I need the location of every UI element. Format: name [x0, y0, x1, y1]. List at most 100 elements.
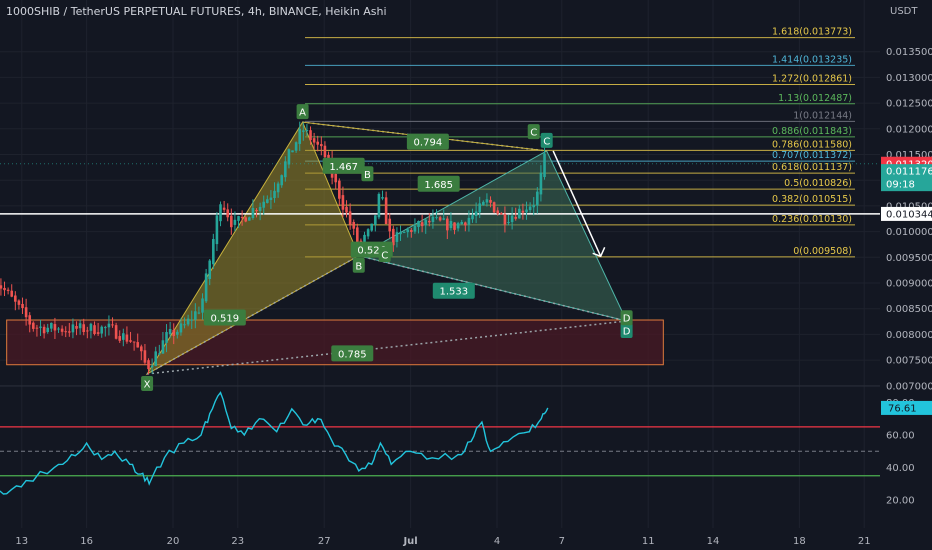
candle-body: [269, 197, 273, 200]
candle-body: [78, 323, 82, 329]
pattern-dotted-line: [358, 255, 627, 322]
candle-body: [104, 327, 107, 329]
candle-body: [0, 285, 3, 289]
time-tick-label: 23: [231, 536, 244, 547]
candle-body: [431, 216, 435, 223]
price-tick-label: 0.010000: [886, 227, 932, 238]
ratio-label: 0.526: [357, 246, 386, 257]
price-tick-label: 0.010500: [886, 201, 932, 212]
candle-body: [222, 207, 226, 210]
ratio-label-box: [322, 157, 365, 174]
candle-body: [518, 208, 521, 219]
price-tick-label: 0.011500: [886, 150, 932, 161]
price-badge: [881, 164, 932, 179]
pattern-ratios: 0.519 0.785 1.533 0.794 1.467 1.685 0.526: [203, 133, 475, 362]
candle-body: [183, 324, 186, 326]
point-label: D: [623, 314, 631, 325]
point-label: B: [355, 261, 362, 272]
candle-body: [273, 190, 276, 199]
candle-body: [374, 215, 377, 226]
candle-body: [316, 141, 320, 145]
candle-body: [370, 223, 374, 231]
candle-body: [453, 222, 456, 230]
candle-body: [284, 161, 287, 178]
harmonic-pattern[interactable]: [0, 121, 880, 376]
candle-body: [543, 153, 546, 178]
rsi-tick-label: 60.00: [886, 431, 915, 442]
time-tick-label: 13: [15, 536, 28, 547]
price-tick-label: 0.009500: [886, 253, 932, 264]
candle-body: [64, 331, 68, 333]
candle-body: [532, 205, 536, 208]
candle-body: [125, 334, 129, 342]
candle-body: [536, 191, 539, 206]
fib-level-label: 0.886(0.011843): [772, 126, 852, 137]
pattern-dotted-line: [146, 320, 627, 375]
candle-body: [478, 203, 482, 213]
candle-body: [237, 216, 240, 221]
point-label-box: [141, 375, 154, 391]
time-tick-label: 11: [642, 536, 655, 547]
candle-body: [57, 328, 60, 330]
rsi-badge-label: 76.61: [888, 403, 917, 414]
candles: [0, 121, 546, 375]
candle-body: [147, 360, 150, 370]
point-label-box: [527, 124, 540, 140]
candle-body: [298, 128, 302, 144]
rsi-line: [0, 391, 549, 495]
candle-body: [525, 209, 528, 213]
fib-level-label: 0.786(0.011580): [772, 139, 852, 150]
candle-body: [208, 260, 212, 279]
fibonacci-levels[interactable]: 1.618(0.013773) 1.414(0.013235) 1.272(0.01…: [305, 27, 855, 258]
candle-body: [96, 332, 100, 334]
ratio-label-box: [432, 282, 475, 299]
candle-body: [352, 221, 356, 229]
candle-body: [294, 142, 298, 151]
candle-body: [446, 218, 449, 231]
candle-body: [136, 342, 140, 348]
candle-body: [129, 340, 132, 342]
candle-body: [39, 326, 42, 328]
candle-body: [107, 323, 111, 328]
candle-body: [3, 287, 6, 291]
time-axis[interactable]: 13 16 20 23 27 Jul 4 7 11 14 18 21: [15, 536, 870, 547]
fib-level-label: 1(0.012144): [793, 110, 852, 121]
point-label: D: [623, 327, 631, 338]
ratio-label-box: [331, 345, 374, 362]
price-badge: [881, 177, 932, 192]
price-axis[interactable]: USDT 0.013500 0.013000 0.012500 0.012000 0.01…: [880, 0, 932, 550]
ratio-label: 0.785: [338, 349, 367, 360]
candle-body: [514, 216, 518, 219]
time-tick-label: 16: [80, 536, 93, 547]
price-tick-label: 0.013000: [886, 73, 932, 84]
rsi-tick-label: 40.00: [886, 463, 915, 474]
candle-body: [406, 229, 410, 233]
candle-body: [464, 222, 467, 226]
candle-body: [291, 150, 294, 153]
candle-body: [395, 232, 399, 242]
candle-body: [384, 197, 388, 225]
candle-body: [334, 173, 338, 183]
candle-body: [118, 336, 122, 341]
candle-body: [244, 217, 248, 222]
point-label: X: [144, 379, 151, 390]
time-tick-label: 21: [858, 536, 871, 547]
candle-body: [240, 217, 244, 219]
price-tick-label: 0.012500: [886, 99, 932, 110]
price-tick-label: 0.009000: [886, 279, 932, 290]
candle-body: [140, 346, 143, 352]
rsi-tick-label: 20.00: [886, 496, 915, 507]
projection-arrow-head: [592, 246, 606, 258]
candle-body: [496, 210, 500, 214]
candle-body: [410, 230, 413, 232]
candle-body: [327, 154, 330, 160]
candle-body: [356, 227, 359, 245]
candle-body: [204, 273, 208, 302]
candle-body: [258, 206, 262, 211]
point-label-box: [352, 257, 365, 273]
candle-body: [521, 210, 525, 213]
candle-body: [338, 180, 341, 199]
price-tick-label: 0.007500: [886, 356, 932, 367]
candle-body: [35, 327, 39, 329]
